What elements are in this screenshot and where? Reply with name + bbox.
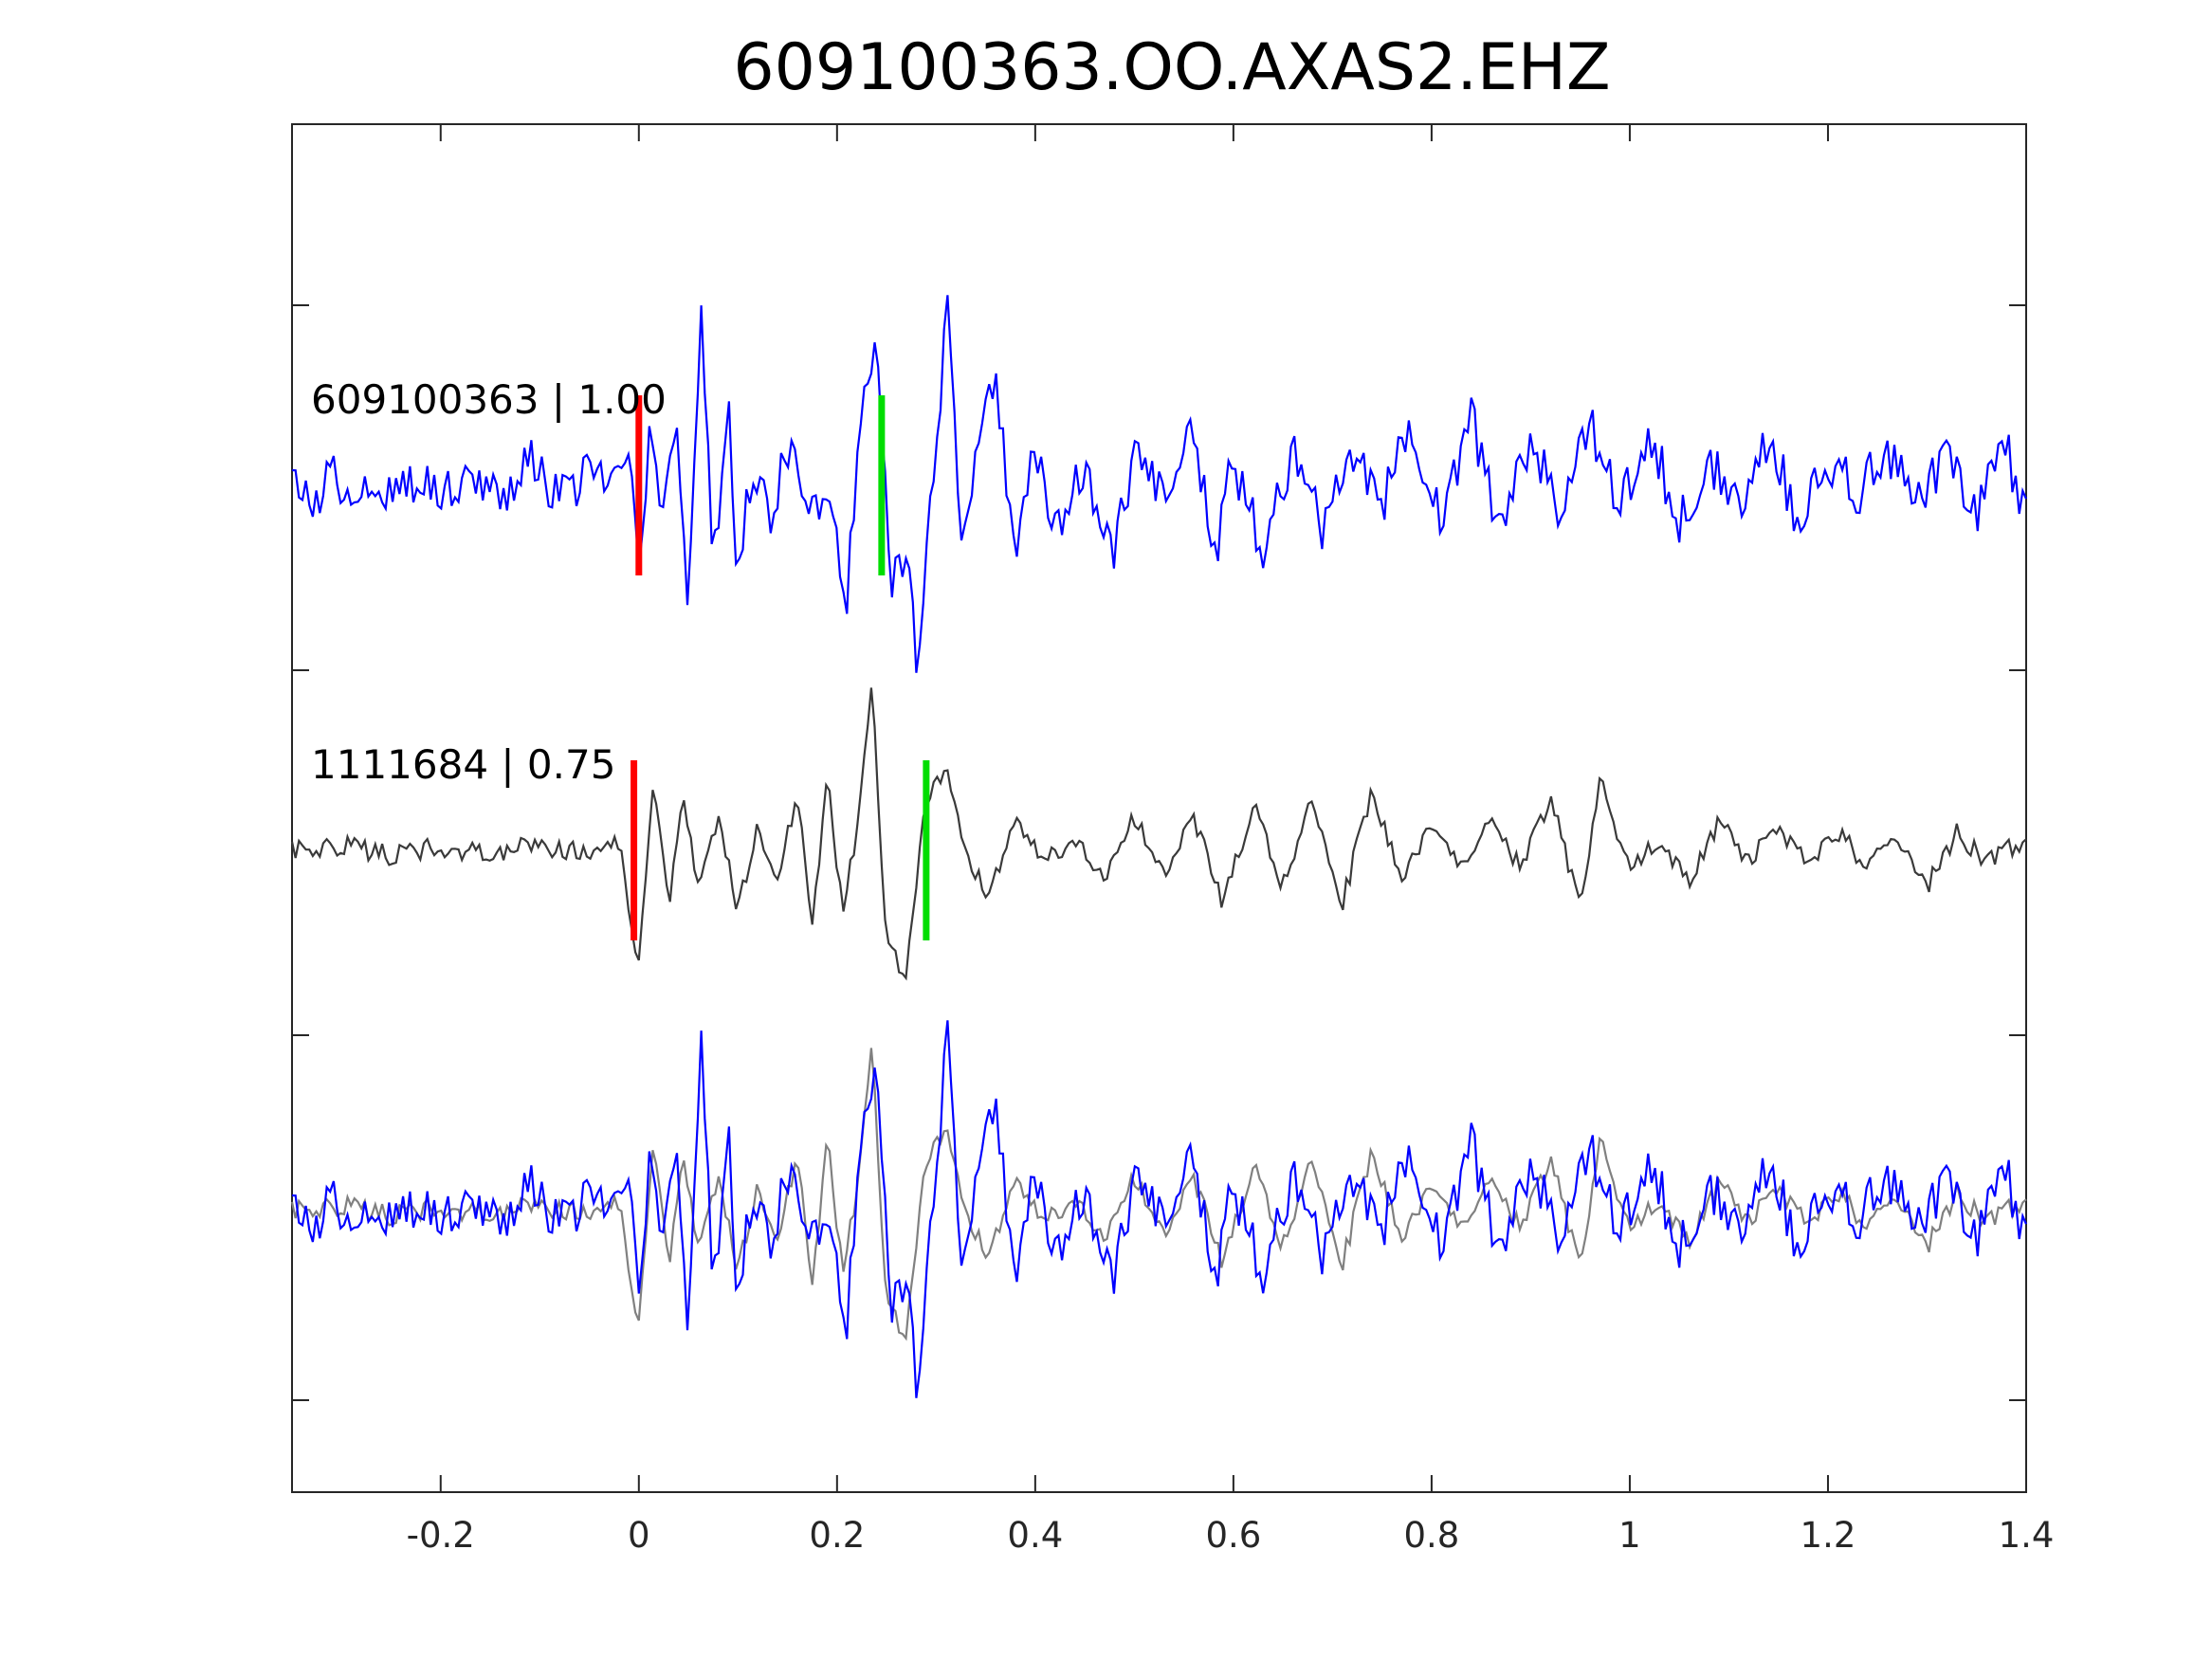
x-tick-label: 0.2	[809, 1515, 865, 1556]
trace-label-match: 1111684 | 0.75	[311, 741, 615, 788]
axes-frame	[291, 123, 2027, 1493]
series-line-match	[290, 687, 2027, 981]
x-tick-label: 0.8	[1403, 1515, 1459, 1556]
series-line-match-overlay	[290, 1048, 2027, 1341]
traces	[290, 295, 2028, 1398]
x-tick-label: -0.2	[407, 1515, 475, 1556]
x-tick-label: 0.4	[1007, 1515, 1063, 1556]
phase-picks	[631, 395, 930, 940]
x-tick-label: 0.6	[1205, 1515, 1261, 1556]
x-tick-labels: -0.2 0 0.2 0.4 0.6 0.8 1 1.2 1.4	[407, 1515, 2055, 1556]
series-line-reference-overlay	[291, 1020, 2028, 1398]
axis-ticks	[292, 124, 2027, 1492]
x-tick-label: 1.2	[1801, 1515, 1856, 1556]
x-tick-label: 1	[1618, 1515, 1641, 1556]
x-tick-label: 0	[628, 1515, 650, 1556]
trace-label-reference: 609100363 | 1.00	[311, 376, 667, 423]
chart-title: 609100363.OO.AXAS2.EHZ	[733, 30, 1610, 105]
series-line-reference	[291, 295, 2028, 673]
x-tick-label: 1.4	[1999, 1515, 2055, 1556]
